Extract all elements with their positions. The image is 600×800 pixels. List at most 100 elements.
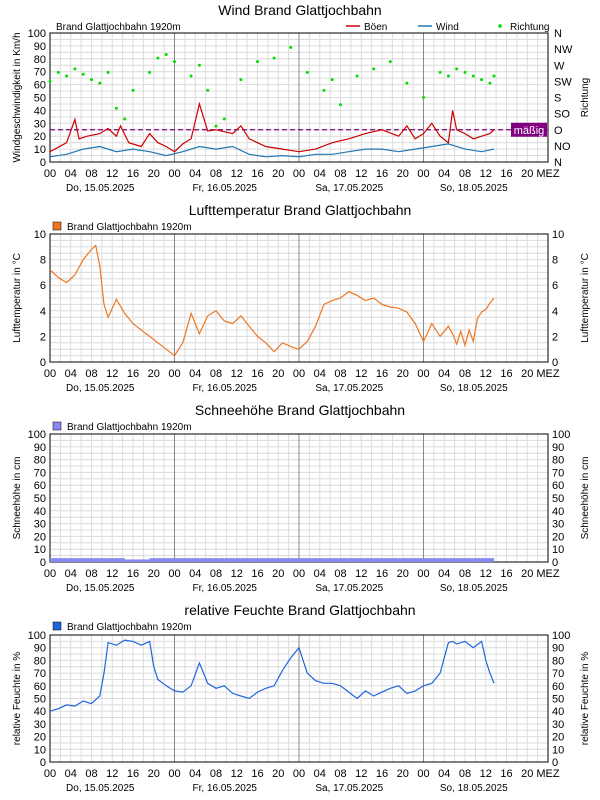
- x-tick-label: 12: [355, 568, 367, 580]
- x-tick-label: 08: [85, 568, 97, 580]
- y-tick-label: 40: [34, 105, 46, 117]
- x-tick-label: 20: [272, 368, 284, 380]
- x-tick-label: 04: [314, 168, 326, 180]
- station-label: Brand Glattjochbahn 1920m: [67, 422, 192, 433]
- y2-tick-label: 0: [552, 757, 558, 769]
- y-tick-label: 50: [34, 694, 46, 706]
- snow-bar: [423, 558, 449, 562]
- direction-point: [422, 96, 425, 99]
- x-tick-label: 16: [376, 568, 388, 580]
- y2-tick-label: 10: [552, 544, 564, 556]
- x-tick-label: 16: [251, 168, 263, 180]
- snow-bar: [473, 558, 495, 562]
- day-label: Sa, 17.05.2025: [315, 583, 383, 594]
- threshold-label: mäßig: [514, 125, 545, 137]
- snow-bar: [448, 558, 474, 562]
- day-label: Sa, 17.05.2025: [315, 783, 383, 794]
- y-tick-label: 30: [34, 118, 46, 130]
- y-tick-label: 100: [28, 630, 46, 642]
- x-tick-label: 08: [210, 368, 222, 380]
- x-tick-label: 12: [231, 568, 243, 580]
- x-tick-label: 04: [438, 168, 450, 180]
- threshold-badge: [511, 122, 547, 137]
- y2-tick-label: 10: [552, 744, 564, 756]
- x-tick-label: 16: [251, 768, 263, 780]
- x-tick-label: 04: [65, 568, 77, 580]
- x-tick-label: 20: [272, 568, 284, 580]
- snow-bar: [274, 558, 299, 562]
- day-label: So, 18.05.2025: [440, 583, 508, 594]
- x-tick-label: 20: [521, 368, 533, 380]
- direction-tick-label: SO: [554, 109, 570, 121]
- y-tick-label: 100: [28, 429, 46, 441]
- x-tick-label: 00: [44, 368, 56, 380]
- x-tick-label: 12: [231, 168, 243, 180]
- direction-point: [492, 74, 496, 78]
- y-tick-label: 20: [34, 531, 46, 543]
- direction-point: [438, 70, 442, 74]
- snow-bar: [74, 558, 100, 562]
- y2-axis-label: Richtung: [580, 78, 591, 117]
- day-label: So, 18.05.2025: [440, 183, 508, 194]
- direction-tick-label: N: [554, 157, 562, 169]
- y2-tick-label: 4: [552, 306, 558, 318]
- x-tick-label: 16: [251, 568, 263, 580]
- x-tick-label: 12: [480, 768, 492, 780]
- x-tick-label: 20: [272, 168, 284, 180]
- day-label: Fr, 16.05.2025: [193, 583, 258, 594]
- x-tick-label: 16: [127, 568, 139, 580]
- direction-point: [173, 60, 176, 64]
- series-line: [49, 639, 495, 712]
- y-tick-label: 8: [40, 255, 46, 267]
- x-tick-label: 16: [127, 168, 139, 180]
- y-tick-label: 2: [40, 331, 46, 343]
- x-tick-label: 20: [148, 768, 160, 780]
- x-tick-label: 16: [251, 368, 263, 380]
- direction-point: [156, 56, 160, 60]
- x-tick-label: 04: [189, 168, 201, 180]
- x-tick-label: 04: [189, 768, 201, 780]
- snow-bar: [299, 558, 324, 562]
- direction-tick-label: O: [554, 125, 563, 137]
- x-tick-label: 20: [521, 568, 533, 580]
- y-tick-label: 20: [34, 131, 46, 143]
- direction-point: [480, 78, 484, 82]
- x-tick-label: 00: [417, 568, 429, 580]
- x-tick-label: 08: [210, 768, 222, 780]
- direction-point: [114, 106, 118, 110]
- x-tick-label: 16: [500, 368, 512, 380]
- y-tick-label: 10: [34, 229, 46, 241]
- x-tick-label: 00: [44, 768, 56, 780]
- legend-label: Böen: [364, 22, 387, 33]
- x-tick-label: 08: [334, 768, 346, 780]
- x-tick-label: 00: [168, 768, 180, 780]
- y-tick-label: 90: [34, 643, 46, 655]
- plot-frame: [49, 233, 549, 363]
- day-label: So, 18.05.2025: [440, 383, 508, 394]
- y-tick-label: 40: [34, 506, 46, 518]
- x-tick-label: 08: [459, 368, 471, 380]
- y-tick-label: 60: [34, 80, 46, 92]
- y-tick-label: 0: [40, 357, 46, 369]
- x-tick-label: 08: [459, 168, 471, 180]
- y-tick-label: 20: [34, 732, 46, 744]
- direction-point: [256, 60, 259, 64]
- y2-tick-label: 100: [552, 429, 570, 441]
- day-label: So, 18.05.2025: [440, 783, 508, 794]
- x-tick-label: 08: [334, 568, 346, 580]
- x-tick-label: 12: [106, 168, 118, 180]
- x-tick-label: MEZ: [536, 168, 560, 180]
- y-tick-label: 70: [34, 668, 46, 680]
- day-label: Do, 15.05.2025: [66, 183, 135, 194]
- direction-point: [189, 74, 193, 78]
- day-label: Sa, 17.05.2025: [315, 183, 383, 194]
- x-tick-label: 20: [148, 368, 160, 380]
- direction-point: [206, 88, 210, 92]
- y-tick-label: 30: [34, 719, 46, 731]
- direction-point: [289, 45, 293, 49]
- direction-point: [388, 60, 392, 64]
- direction-point: [372, 67, 376, 71]
- y2-tick-label: 50: [552, 694, 564, 706]
- legend-marker: [498, 24, 502, 28]
